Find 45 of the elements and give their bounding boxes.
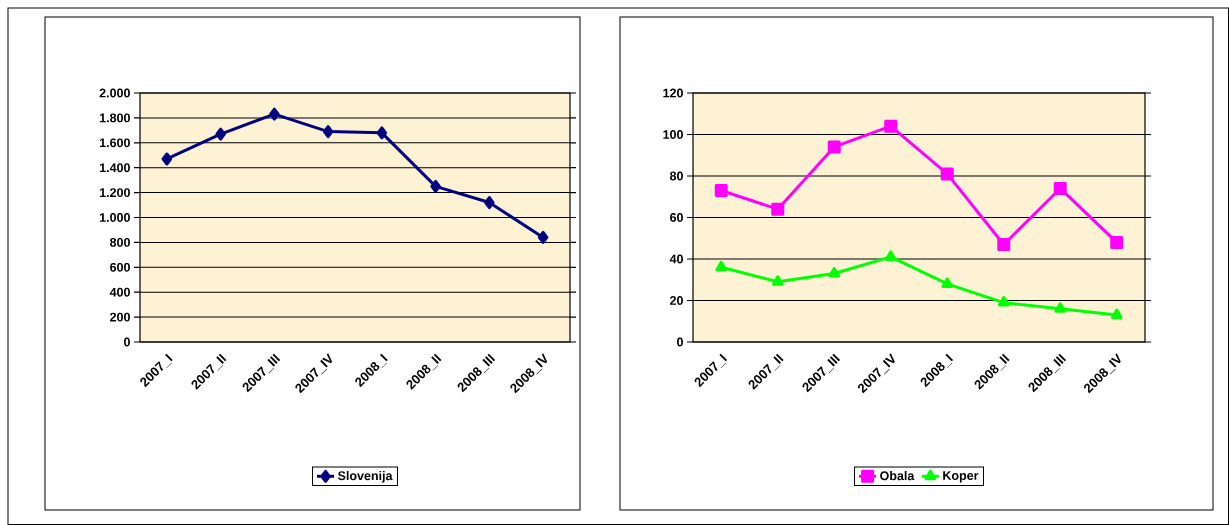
y-tick-label: 1.800 xyxy=(99,113,130,123)
y-tick-label: 200 xyxy=(110,312,130,322)
legend-label: Koper xyxy=(943,471,979,483)
point xyxy=(1110,235,1124,249)
point xyxy=(1110,308,1123,320)
point xyxy=(215,127,226,141)
y-tick-label: 400 xyxy=(109,287,130,297)
y-tick-label: 120 xyxy=(663,88,683,98)
point xyxy=(1054,302,1067,313)
legend-label: Obala xyxy=(880,470,915,481)
legend-label: Slovenija xyxy=(337,470,393,483)
y-tick-label: 0 xyxy=(677,337,683,347)
point xyxy=(537,230,549,244)
point xyxy=(771,202,785,216)
point xyxy=(941,277,954,288)
y-tick-label: 40 xyxy=(669,254,683,264)
point xyxy=(1053,181,1067,195)
point xyxy=(322,125,334,139)
y-tick-label: 80 xyxy=(669,171,683,181)
point xyxy=(269,107,280,121)
point xyxy=(884,250,897,261)
point xyxy=(376,126,388,140)
point xyxy=(940,167,954,181)
y-tick-label: 1.000 xyxy=(99,213,130,222)
point xyxy=(884,119,898,133)
point xyxy=(997,296,1010,307)
point xyxy=(827,140,841,154)
y-tick-label: 800 xyxy=(110,237,130,247)
point xyxy=(430,179,441,193)
y-tick-label: 0 xyxy=(124,337,130,347)
y-tick-label: 1.600 xyxy=(99,138,130,148)
y-tick-label: 2.000 xyxy=(99,88,130,98)
y-tick-label: 100 xyxy=(663,130,683,139)
y-tick-label: 20 xyxy=(670,296,683,305)
y-tick-label: 600 xyxy=(110,262,130,272)
y-tick-label: 60 xyxy=(670,213,683,222)
y-tick-label: 1.200 xyxy=(99,188,130,198)
point xyxy=(714,184,728,198)
point xyxy=(715,260,728,272)
point xyxy=(997,237,1011,251)
y-tick-label: 1.400 xyxy=(99,163,130,173)
point xyxy=(484,196,495,210)
point xyxy=(771,275,784,286)
point xyxy=(161,152,173,166)
point xyxy=(828,267,841,278)
